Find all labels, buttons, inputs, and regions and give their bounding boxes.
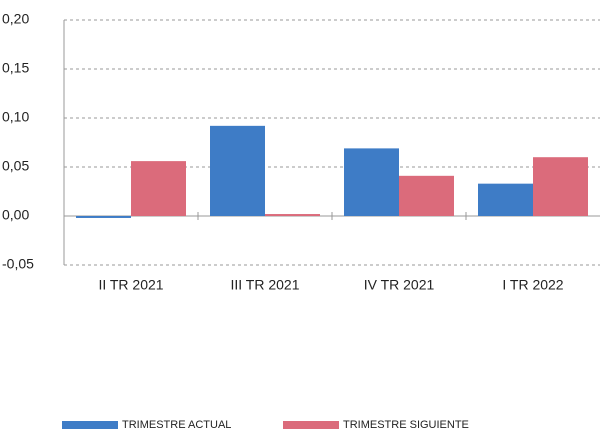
bar xyxy=(399,175,454,216)
legend-swatch xyxy=(62,421,118,429)
bar xyxy=(210,125,265,216)
y-tick-label: 0,10 xyxy=(2,109,29,125)
x-tick-label: III TR 2021 xyxy=(230,277,299,293)
bar xyxy=(478,183,533,216)
legend-swatch xyxy=(283,421,339,429)
x-tick-label: IV TR 2021 xyxy=(364,277,435,293)
bar xyxy=(344,148,399,216)
y-tick-label: 0,00 xyxy=(2,207,29,223)
legend-label: TRIMESTRE SIGUIENTE xyxy=(343,419,469,431)
x-tick-label: I TR 2022 xyxy=(502,277,563,293)
y-tick-label: -0,05 xyxy=(2,256,34,272)
y-tick-label: 0,20 xyxy=(2,11,29,27)
bar xyxy=(131,161,186,216)
bar xyxy=(76,216,131,218)
bar xyxy=(265,214,320,216)
legend-label: TRIMESTRE ACTUAL xyxy=(122,419,231,431)
y-tick-label: 0,15 xyxy=(2,60,29,76)
x-tick-label: II TR 2021 xyxy=(98,277,163,293)
bar xyxy=(533,157,588,216)
y-tick-label: 0,05 xyxy=(2,158,29,174)
